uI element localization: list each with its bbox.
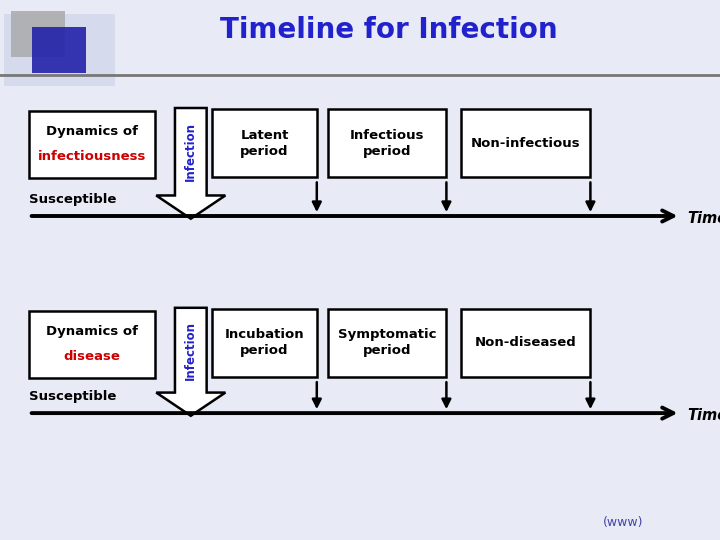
FancyBboxPatch shape bbox=[461, 109, 590, 177]
FancyBboxPatch shape bbox=[4, 14, 115, 86]
Text: Infection: Infection bbox=[184, 122, 197, 181]
Text: infectiousness: infectiousness bbox=[37, 150, 146, 163]
Text: Non-diseased: Non-diseased bbox=[474, 336, 577, 349]
Text: Infectious
period: Infectious period bbox=[350, 129, 424, 158]
FancyBboxPatch shape bbox=[328, 109, 446, 177]
Text: Incubation
period: Incubation period bbox=[225, 328, 305, 357]
FancyBboxPatch shape bbox=[29, 310, 155, 378]
Text: Time: Time bbox=[688, 408, 720, 423]
Text: Dynamics of: Dynamics of bbox=[46, 325, 138, 338]
Text: Dynamics of: Dynamics of bbox=[46, 125, 138, 138]
Text: disease: disease bbox=[63, 350, 120, 363]
Text: Susceptible: Susceptible bbox=[29, 193, 116, 206]
Text: Symptomatic
period: Symptomatic period bbox=[338, 328, 436, 357]
Text: Latent
period: Latent period bbox=[240, 129, 289, 158]
Polygon shape bbox=[156, 308, 225, 416]
Text: Time: Time bbox=[688, 211, 720, 226]
FancyBboxPatch shape bbox=[11, 11, 65, 57]
FancyBboxPatch shape bbox=[32, 27, 86, 73]
Text: Susceptible: Susceptible bbox=[29, 390, 116, 403]
Text: Infection: Infection bbox=[184, 321, 197, 380]
FancyBboxPatch shape bbox=[461, 309, 590, 377]
FancyBboxPatch shape bbox=[328, 309, 446, 377]
FancyBboxPatch shape bbox=[29, 111, 155, 178]
Text: Timeline for Infection: Timeline for Infection bbox=[220, 16, 557, 44]
Polygon shape bbox=[156, 108, 225, 219]
Text: (www): (www) bbox=[603, 516, 643, 529]
FancyBboxPatch shape bbox=[212, 309, 317, 377]
Text: Non-infectious: Non-infectious bbox=[471, 137, 580, 150]
FancyBboxPatch shape bbox=[212, 109, 317, 177]
